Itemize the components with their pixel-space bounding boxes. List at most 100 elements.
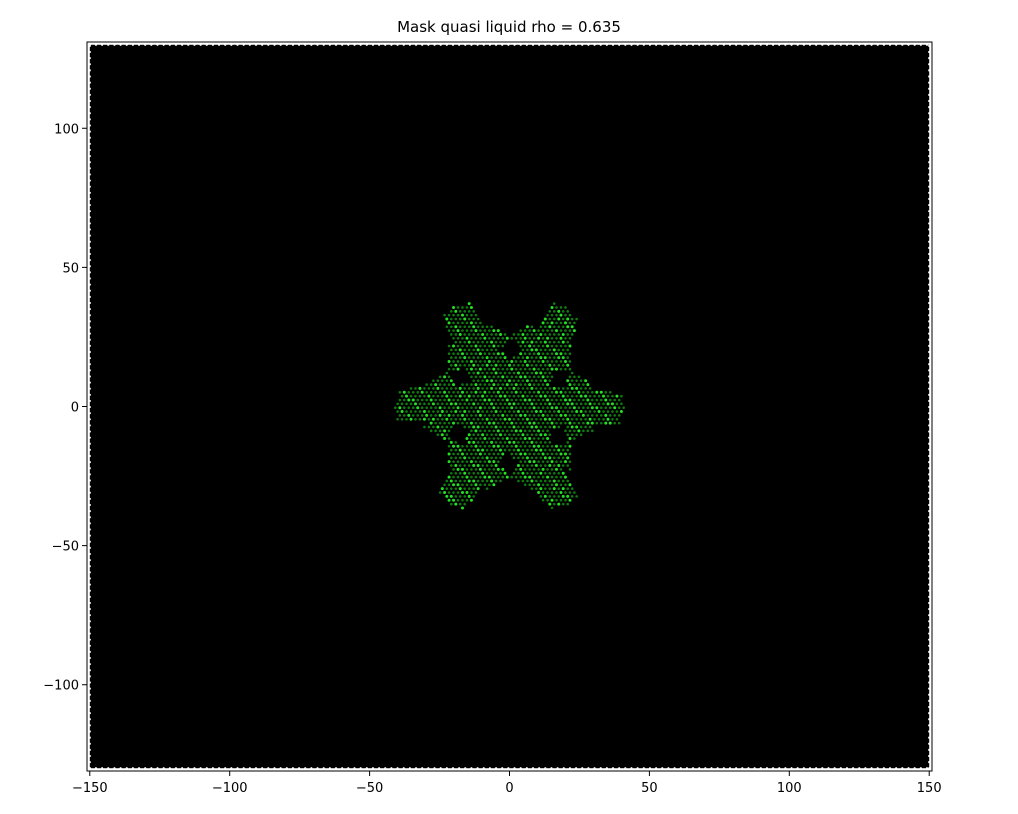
quasi-liquid-point — [537, 344, 540, 348]
boundary-point — [476, 767, 479, 770]
quasi-liquid-point — [521, 402, 525, 406]
quasi-liquid-point — [546, 498, 549, 502]
boundary-point — [88, 106, 91, 109]
quasi-liquid-point — [535, 363, 538, 367]
boundary-point — [928, 485, 931, 488]
quasi-liquid-point — [485, 402, 489, 406]
quasi-liquid-point — [568, 390, 572, 394]
quasi-liquid-point — [488, 414, 491, 417]
boundary-point — [88, 534, 91, 537]
boundary-point — [88, 454, 91, 458]
boundary-point — [88, 767, 91, 770]
quasi-liquid-point — [566, 348, 569, 352]
quasi-liquid-point — [552, 317, 556, 321]
quasi-liquid-point — [593, 410, 596, 413]
boundary-point — [88, 356, 91, 360]
boundary-point — [525, 43, 528, 46]
quasi-liquid-point — [537, 398, 540, 402]
boundary-point — [655, 767, 658, 770]
quasi-liquid-point — [465, 475, 469, 479]
quasi-liquid-point — [472, 487, 475, 490]
quasi-liquid-point — [561, 317, 565, 321]
boundary-point — [928, 436, 931, 439]
quasi-liquid-point — [534, 425, 538, 429]
quasi-liquid-point — [523, 421, 527, 425]
quasi-liquid-point — [604, 390, 608, 394]
quasi-liquid-point — [488, 390, 491, 394]
quasi-liquid-point — [503, 433, 507, 436]
quasi-liquid-point — [481, 433, 485, 437]
quasi-liquid-point — [521, 332, 525, 336]
boundary-point — [928, 277, 931, 280]
quasi-liquid-point — [445, 371, 449, 375]
quasi-liquid-point — [461, 306, 464, 309]
quasi-liquid-point — [561, 448, 565, 452]
boundary-point — [928, 99, 931, 103]
quasi-liquid-point — [552, 340, 556, 344]
quasi-liquid-point — [530, 425, 534, 429]
quasi-liquid-point — [546, 344, 550, 348]
boundary-point — [113, 43, 116, 46]
quasi-liquid-point — [528, 337, 531, 340]
boundary-point — [928, 675, 931, 678]
boundary-point — [181, 767, 184, 770]
quasi-liquid-point — [396, 410, 399, 413]
quasi-liquid-point — [550, 491, 554, 494]
quasi-liquid-point — [483, 460, 487, 463]
quasi-liquid-point — [514, 429, 518, 433]
boundary-point — [928, 491, 931, 494]
boundary-point — [88, 161, 91, 164]
quasi-liquid-point — [488, 406, 491, 410]
boundary-point — [279, 43, 282, 46]
quasi-liquid-point — [499, 356, 502, 359]
quasi-liquid-point — [561, 325, 565, 329]
quasi-liquid-point — [492, 475, 496, 479]
quasi-liquid-point — [458, 479, 462, 483]
boundary-point — [568, 43, 572, 46]
quasi-liquid-point — [452, 383, 456, 387]
boundary-point — [101, 43, 104, 46]
quasi-liquid-point — [535, 433, 538, 436]
boundary-point — [236, 767, 239, 770]
boundary-point — [88, 338, 91, 341]
boundary-point — [88, 259, 91, 262]
quasi-liquid-point — [454, 394, 458, 398]
quasi-liquid-point — [606, 410, 610, 413]
quasi-liquid-point — [450, 348, 453, 352]
quasi-liquid-point — [568, 313, 572, 317]
quasi-liquid-point — [570, 495, 574, 498]
quasi-liquid-point — [418, 410, 422, 413]
quasi-liquid-point — [505, 429, 509, 433]
boundary-point — [254, 43, 258, 46]
quasi-liquid-point — [454, 471, 458, 475]
boundary-point — [88, 528, 91, 531]
quasi-liquid-point — [483, 406, 487, 410]
quasi-liquid-point — [452, 406, 455, 410]
quasi-liquid-point — [429, 429, 433, 433]
quasi-liquid-point — [476, 425, 480, 429]
quasi-liquid-point — [492, 444, 496, 448]
quasi-liquid-point — [543, 394, 547, 398]
quasi-liquid-point — [584, 417, 587, 421]
quasi-liquid-point — [467, 356, 471, 359]
quasi-liquid-point — [521, 379, 525, 383]
quasi-liquid-point — [458, 495, 462, 498]
quasi-liquid-point — [476, 340, 480, 344]
quasi-liquid-point — [544, 448, 547, 452]
boundary-point — [618, 43, 621, 46]
boundary-point — [421, 767, 424, 770]
quasi-liquid-point — [463, 394, 467, 398]
boundary-point — [581, 43, 584, 46]
boundary-point — [928, 540, 931, 543]
boundary-point — [470, 43, 473, 46]
quasi-liquid-point — [456, 467, 460, 471]
quasi-liquid-point — [427, 387, 431, 390]
quasi-liquid-point — [488, 468, 491, 471]
quasi-liquid-point — [474, 352, 478, 356]
quasi-liquid-point — [447, 329, 451, 332]
quasi-liquid-point — [541, 344, 545, 348]
quasi-liquid-point — [550, 406, 554, 410]
quasi-liquid-point — [548, 356, 552, 359]
quasi-liquid-point — [474, 444, 478, 448]
quasi-liquid-point — [523, 468, 527, 471]
